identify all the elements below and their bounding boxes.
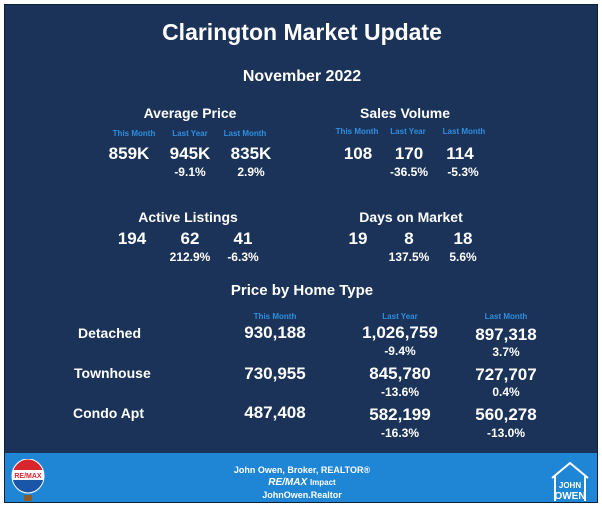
condo-last-year: 582,199 (369, 405, 431, 424)
detached-ly-change: -9.4% (384, 344, 416, 358)
condo-ly-change: -16.3% (380, 426, 420, 440)
logo-text-owen: OWEN (554, 491, 585, 502)
detached-lm-change: 3.7% (492, 345, 520, 359)
al-last-month-value: 41 (233, 229, 253, 248)
sv-last-month-value: 114 (446, 144, 474, 163)
dom-last-month-value: 18 (453, 229, 473, 248)
al-last-year-value: 62 (180, 229, 200, 248)
townhouse-lm-change: 0.4% (492, 385, 520, 399)
footer-remax-brand: RE/MAX (268, 477, 308, 488)
detached-last-year: 1,026,759 (362, 323, 438, 342)
average-price-heading: Average Price (143, 105, 237, 121)
sales-volume-heading: Sales Volume (359, 105, 450, 121)
avg-last-year-change: -9.1% (174, 165, 206, 179)
avg-last-month-change: 2.9% (237, 165, 265, 179)
ht-col-this-month: This Month (253, 312, 297, 321)
townhouse-last-month: 727,707 (475, 365, 537, 384)
row-label-townhouse: Townhouse (74, 365, 151, 381)
remax-balloon-logo: RE/MAX (9, 458, 47, 501)
home-type-heading: Price by Home Type (230, 282, 374, 299)
market-update-card: Clarington Market Update November 2022 A… (4, 4, 598, 503)
active-listings-heading: Active Listings (138, 209, 238, 225)
avg-this-month-value: 859K (108, 144, 150, 163)
townhouse-this-month: 730,955 (244, 364, 306, 383)
sv-last-year-value: 170 (394, 144, 424, 163)
condo-last-month: 560,278 (475, 405, 537, 424)
al-last-month-change: -6.3% (227, 250, 259, 264)
dom-last-month-change: 5.6% (449, 250, 477, 264)
detached-last-month: 897,318 (475, 325, 537, 344)
avg-col-last-year: Last Year (172, 129, 208, 138)
sv-last-month-change: -5.3% (447, 165, 479, 179)
avg-last-year-value: 945K (169, 144, 211, 163)
sv-col-last-month: Last Month (442, 127, 486, 136)
logo-text-john: JOHN (559, 481, 581, 490)
townhouse-last-year: 845,780 (369, 364, 431, 383)
condo-this-month: 487,408 (244, 403, 306, 422)
sv-col-last-year: Last Year (390, 127, 426, 136)
footer-website[interactable]: JohnOwen.Realtor (262, 490, 342, 500)
remax-logo-text: RE/MAX (14, 473, 42, 480)
townhouse-ly-change: -13.6% (380, 385, 420, 399)
dom-this-month-value: 19 (348, 229, 368, 248)
row-label-detached: Detached (78, 325, 142, 341)
days-on-market-heading: Days on Market (359, 209, 463, 225)
footer-bar: RE/MAX John Owen, Broker, REALTOR® RE/MA… (5, 453, 597, 502)
al-this-month-value: 194 (117, 229, 147, 248)
page-title: Clarington Market Update (162, 19, 442, 45)
period-subtitle: November 2022 (242, 68, 362, 85)
sv-col-this-month: This Month (335, 127, 379, 136)
john-owen-house-logo: JOHN OWEN (549, 459, 591, 502)
sv-this-month-value: 108 (343, 144, 373, 163)
ht-col-last-month: Last Month (484, 312, 528, 321)
sv-last-year-change: -36.5% (389, 165, 429, 179)
avg-last-month-value: 835K (230, 144, 272, 163)
row-label-condo-apt: Condo Apt (73, 405, 145, 421)
detached-this-month: 930,188 (244, 323, 306, 342)
dom-last-year-value: 8 (404, 229, 414, 248)
footer-agent-name: John Owen, Broker, REALTOR® (233, 465, 371, 475)
al-last-year-change: 212.9% (169, 250, 211, 264)
avg-col-this-month: This Month (112, 129, 156, 138)
footer-office: Impact (309, 478, 336, 487)
dom-last-year-change: 137.5% (388, 250, 430, 264)
footer-brokerage: RE/MAX Impact (5, 477, 597, 488)
avg-col-last-month: Last Month (223, 129, 267, 138)
ht-col-last-year: Last Year (382, 312, 418, 321)
condo-lm-change: -13.0% (486, 426, 526, 440)
